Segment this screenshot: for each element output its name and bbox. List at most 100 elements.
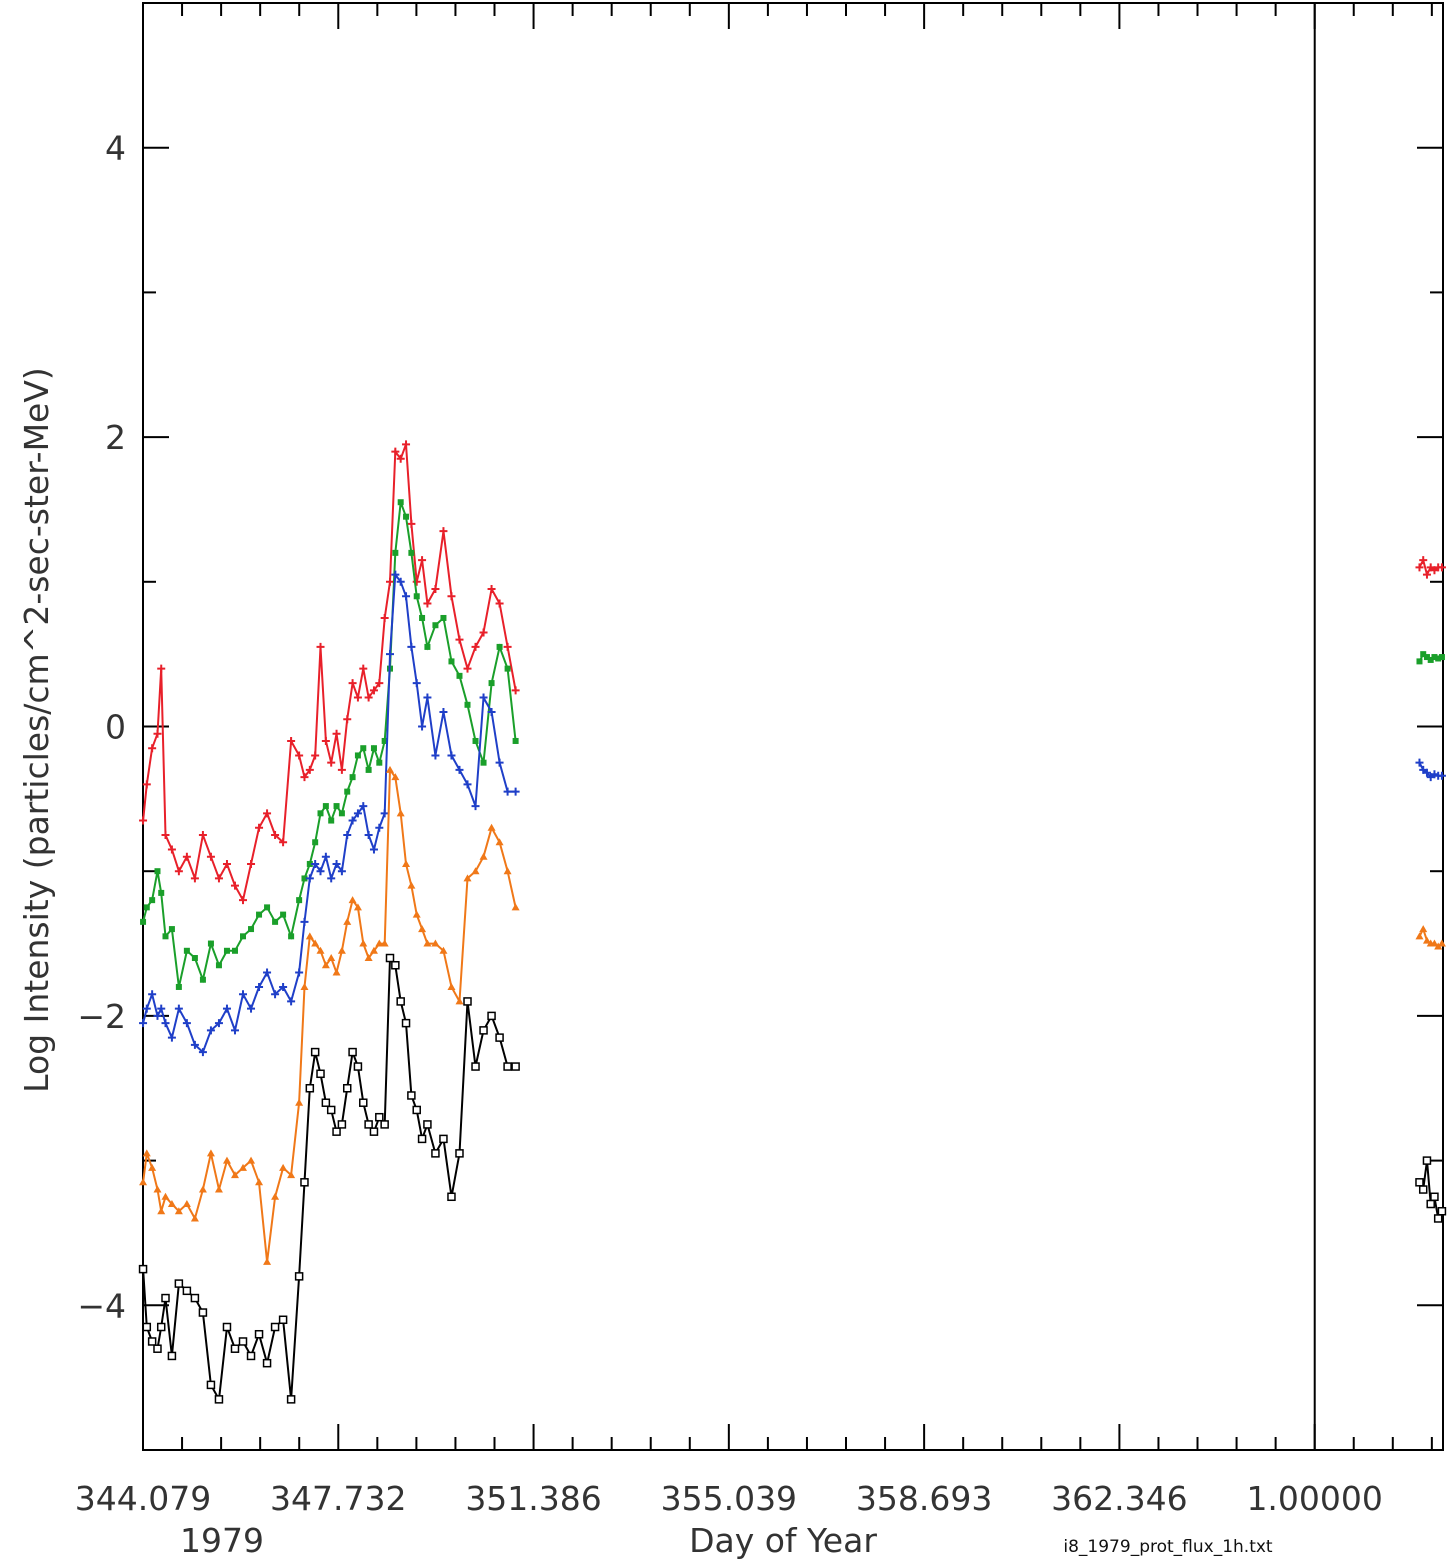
data-point xyxy=(332,729,341,738)
data-point xyxy=(423,599,432,608)
file-label: i8_1979_prot_flux_1h.txt xyxy=(1063,1537,1273,1557)
data-point xyxy=(412,910,421,918)
data-point xyxy=(161,831,170,840)
data-point xyxy=(153,1185,162,1193)
y-tick-label: 2 xyxy=(105,418,126,457)
data-point xyxy=(174,1004,183,1013)
series-group xyxy=(1415,1156,1447,1223)
data-point xyxy=(418,556,427,565)
data-point xyxy=(332,859,341,868)
data-point xyxy=(407,519,416,528)
data-point xyxy=(408,549,415,556)
series-group xyxy=(138,953,520,1404)
data-point xyxy=(402,592,411,601)
y-tick-label: 4 xyxy=(105,129,126,168)
x-tick-label: 1.00000 xyxy=(1246,1479,1382,1518)
data-point xyxy=(183,947,190,954)
data-point xyxy=(271,831,280,840)
data-point xyxy=(1437,771,1446,780)
data-point xyxy=(332,968,341,976)
data-point xyxy=(503,642,512,651)
data-point xyxy=(353,903,362,911)
data-point xyxy=(407,881,416,889)
data-point xyxy=(1426,1199,1435,1209)
y-tick-label: 0 xyxy=(105,708,126,747)
data-point xyxy=(295,751,304,760)
data-point xyxy=(206,1380,216,1390)
data-point xyxy=(247,1004,256,1013)
data-point xyxy=(480,759,487,766)
data-point xyxy=(348,896,357,904)
series-line xyxy=(142,955,516,1403)
data-point xyxy=(386,650,395,659)
x-tick-label: 347.732 xyxy=(270,1479,406,1518)
data-point xyxy=(287,1171,296,1179)
data-point xyxy=(161,1293,170,1303)
data-point xyxy=(296,897,303,904)
data-point xyxy=(403,513,410,520)
data-point xyxy=(214,1019,223,1028)
data-point xyxy=(1422,936,1431,944)
data-point xyxy=(199,976,206,983)
data-point xyxy=(322,803,329,810)
data-point xyxy=(321,736,330,745)
data-point xyxy=(161,1019,170,1028)
data-point xyxy=(311,751,320,760)
data-point xyxy=(191,955,198,962)
data-point xyxy=(247,1156,256,1164)
data-point xyxy=(380,939,389,947)
data-point xyxy=(306,860,313,867)
data-point xyxy=(138,1264,148,1274)
data-point xyxy=(198,1048,207,1057)
data-point xyxy=(174,1207,183,1215)
series-group xyxy=(139,440,520,905)
data-point xyxy=(287,997,296,1006)
data-point xyxy=(206,852,215,861)
data-point xyxy=(230,1026,239,1035)
data-point xyxy=(143,904,150,911)
data-point xyxy=(471,1062,480,1071)
data-point xyxy=(337,946,346,954)
data-point xyxy=(161,1192,170,1200)
data-point xyxy=(1422,570,1431,579)
y-tick-label: −4 xyxy=(77,1286,126,1325)
data-point xyxy=(278,1315,288,1325)
data-point xyxy=(182,1019,191,1028)
data-point xyxy=(396,809,405,817)
data-point xyxy=(190,1293,200,1303)
data-point xyxy=(386,577,395,586)
data-point xyxy=(440,614,447,621)
data-point xyxy=(270,1322,280,1332)
data-point xyxy=(174,1279,184,1288)
data-point xyxy=(503,787,512,796)
data-point xyxy=(375,1112,384,1122)
data-point xyxy=(495,758,504,767)
data-point xyxy=(255,982,264,991)
data-point xyxy=(1415,932,1424,940)
data-point xyxy=(167,1033,176,1042)
data-point xyxy=(349,774,356,781)
data-point xyxy=(154,868,161,875)
data-point xyxy=(1433,1214,1443,1223)
data-point xyxy=(370,745,377,752)
data-point xyxy=(360,745,367,752)
data-point xyxy=(246,1351,256,1361)
data-point xyxy=(353,1062,363,1071)
data-point xyxy=(391,447,400,456)
data-point xyxy=(375,679,384,688)
series-group xyxy=(1416,651,1445,665)
data-point xyxy=(148,990,157,999)
data-point xyxy=(424,643,431,650)
data-point xyxy=(342,1084,352,1093)
data-point xyxy=(231,947,238,954)
data-point xyxy=(263,1257,272,1265)
series-group xyxy=(1415,925,1446,950)
data-point xyxy=(174,867,183,876)
data-point xyxy=(222,859,231,868)
data-point xyxy=(168,926,175,933)
data-point xyxy=(338,810,345,817)
data-point xyxy=(348,1047,357,1057)
data-point xyxy=(353,809,362,818)
data-point xyxy=(287,736,296,745)
data-point xyxy=(238,1337,248,1346)
